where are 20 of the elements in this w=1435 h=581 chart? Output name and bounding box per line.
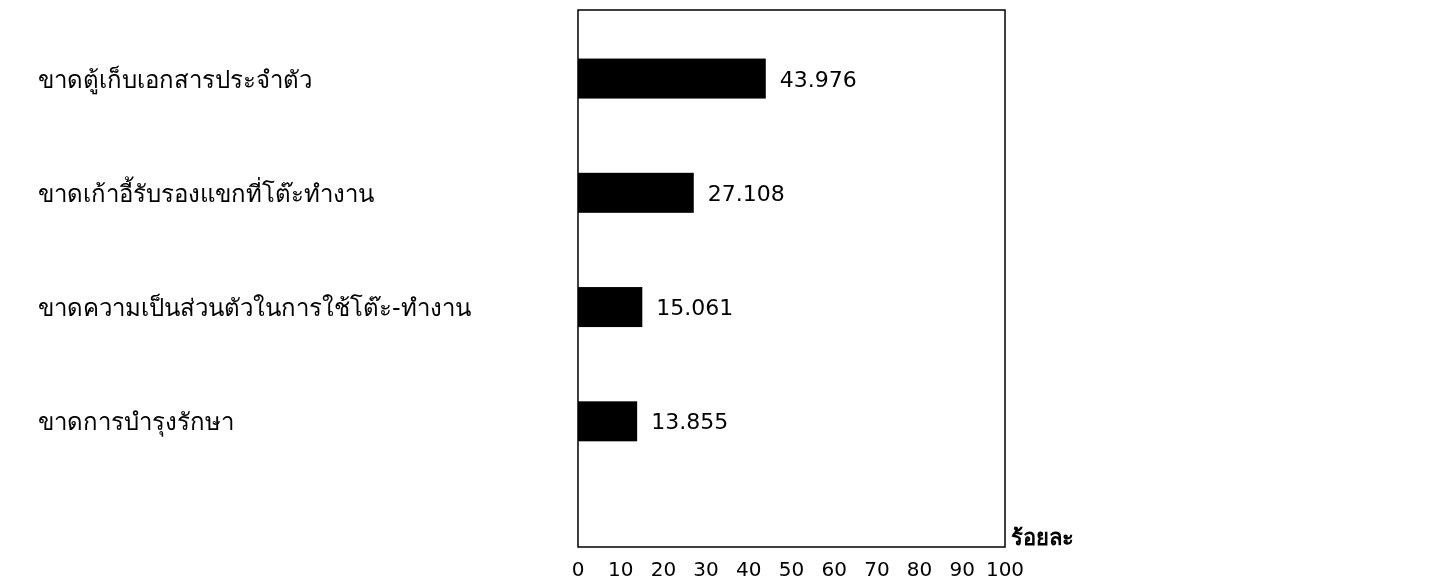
data-label: 15.061	[656, 295, 734, 321]
x-tick-label: 0	[571, 557, 585, 581]
x-tick-label: 60	[821, 557, 847, 581]
x-tick-label: 50	[778, 557, 805, 581]
data-label: 13.855	[651, 409, 729, 435]
y-tick-label: ขาดการบำรุงรักษา	[38, 408, 234, 438]
x-tick-label: 70	[864, 557, 890, 581]
x-tick-label: 20	[650, 557, 677, 581]
x-tick-label: 100	[985, 557, 1025, 581]
y-tick-label: ขาดความเป็นส่วนตัวในการใช้โต๊ะ-ทำงาน	[38, 293, 471, 323]
x-axis-title: ร้อยละ	[1011, 525, 1074, 550]
data-label: 27.108	[707, 180, 785, 206]
data-label: 43.976	[779, 66, 857, 92]
x-tick-label: 90	[949, 557, 976, 581]
x-tick-label: 30	[693, 557, 719, 581]
x-tick-label: 40	[736, 557, 762, 581]
x-tick-label: 10	[607, 557, 634, 581]
y-tick-label: ขาดตู้เก็บเอกสารประจำตัว	[38, 64, 312, 95]
y-tick-label: ขาดเก้าอี้รับรองแขกที่โต๊ะทำงาน	[38, 175, 374, 208]
x-tick-label: 80	[906, 557, 933, 581]
